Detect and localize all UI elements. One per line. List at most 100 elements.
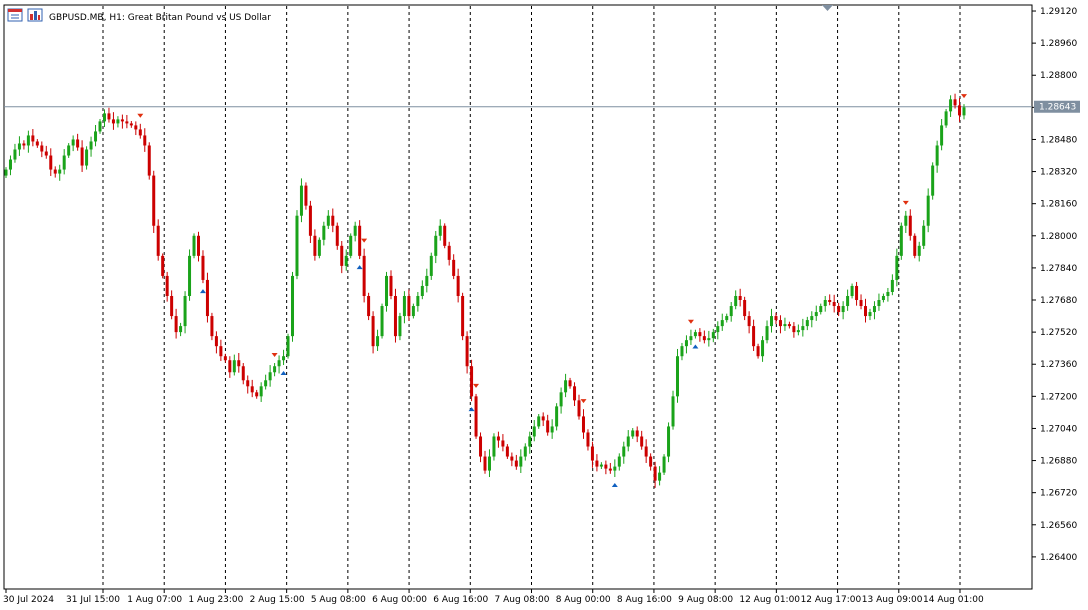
- candle[interactable]: [385, 271, 389, 312]
- candle[interactable]: [555, 403, 559, 431]
- candle[interactable]: [196, 231, 200, 262]
- candle[interactable]: [496, 431, 500, 448]
- candle[interactable]: [774, 312, 778, 325]
- candle[interactable]: [743, 296, 747, 321]
- candle[interactable]: [331, 208, 335, 233]
- candle[interactable]: [550, 419, 554, 439]
- candle[interactable]: [322, 221, 326, 246]
- candle[interactable]: [796, 324, 800, 336]
- candle[interactable]: [201, 250, 205, 284]
- candle[interactable]: [340, 241, 344, 274]
- candle[interactable]: [895, 248, 899, 287]
- candle[interactable]: [85, 146, 89, 170]
- candle[interactable]: [720, 313, 724, 331]
- time-axis[interactable]: 30 Jul 2024 31 Jul 15:00 1 Aug 07:00 1 Aug …: [3, 589, 984, 605]
- candle[interactable]: [465, 331, 469, 374]
- candle[interactable]: [837, 302, 841, 317]
- candle[interactable]: [479, 432, 483, 463]
- candle[interactable]: [183, 291, 187, 334]
- candle[interactable]: [228, 356, 232, 378]
- candle[interactable]: [658, 466, 662, 486]
- candle[interactable]: [890, 274, 894, 296]
- candle[interactable]: [514, 454, 518, 470]
- candle[interactable]: [528, 431, 532, 454]
- candle[interactable]: [188, 249, 192, 301]
- candle[interactable]: [411, 303, 415, 319]
- candle[interactable]: [44, 145, 48, 159]
- candle[interactable]: [120, 114, 124, 129]
- candle[interactable]: [761, 336, 765, 362]
- candle[interactable]: [447, 241, 451, 266]
- candle[interactable]: [640, 430, 644, 450]
- candle[interactable]: [832, 294, 836, 313]
- candle[interactable]: [470, 359, 474, 402]
- candle[interactable]: [680, 342, 684, 361]
- candle[interactable]: [590, 441, 594, 468]
- candle[interactable]: [98, 118, 102, 134]
- candle[interactable]: [859, 294, 863, 310]
- candle[interactable]: [438, 219, 442, 241]
- candle[interactable]: [953, 93, 957, 109]
- candle[interactable]: [501, 434, 505, 452]
- candle[interactable]: [644, 439, 648, 463]
- candle[interactable]: [31, 129, 35, 147]
- candle[interactable]: [604, 460, 608, 475]
- candle[interactable]: [568, 377, 572, 389]
- candle[interactable]: [671, 390, 675, 430]
- candle[interactable]: [613, 459, 617, 478]
- candle[interactable]: [626, 430, 630, 452]
- candle[interactable]: [291, 271, 295, 342]
- candle[interactable]: [635, 426, 639, 443]
- candle[interactable]: [962, 104, 966, 120]
- candle[interactable]: [752, 319, 756, 351]
- candle[interactable]: [210, 312, 214, 341]
- candle[interactable]: [152, 170, 156, 233]
- candle[interactable]: [125, 114, 129, 129]
- candle[interactable]: [931, 162, 935, 200]
- candle[interactable]: [917, 241, 921, 262]
- candle[interactable]: [940, 118, 944, 151]
- candle[interactable]: [537, 414, 541, 429]
- candle[interactable]: [958, 98, 962, 122]
- price-table-icon[interactable]: [7, 8, 23, 22]
- candle[interactable]: [26, 130, 30, 153]
- candle[interactable]: [783, 317, 787, 331]
- candle[interactable]: [353, 221, 357, 242]
- candle[interactable]: [94, 125, 98, 147]
- candle[interactable]: [899, 222, 903, 260]
- candle[interactable]: [850, 283, 854, 299]
- candle[interactable]: [71, 135, 75, 152]
- candle[interactable]: [819, 303, 823, 315]
- candle[interactable]: [170, 290, 174, 320]
- candle[interactable]: [255, 389, 259, 399]
- candle[interactable]: [179, 322, 183, 337]
- candle[interactable]: [519, 449, 523, 474]
- candle[interactable]: [299, 178, 303, 223]
- candle[interactable]: [214, 331, 218, 354]
- candle[interactable]: [259, 382, 263, 402]
- price-axis[interactable]: 1.291201.289601.288001.286401.284801.283…: [1032, 7, 1080, 563]
- candle[interactable]: [264, 374, 268, 390]
- candle[interactable]: [147, 142, 151, 180]
- candle[interactable]: [250, 379, 254, 398]
- candle[interactable]: [40, 141, 44, 158]
- candle[interactable]: [452, 254, 456, 280]
- candle[interactable]: [649, 453, 653, 471]
- candle[interactable]: [156, 219, 160, 261]
- candle[interactable]: [407, 289, 411, 321]
- candle[interactable]: [367, 292, 371, 321]
- candle[interactable]: [877, 293, 881, 311]
- candle[interactable]: [725, 313, 729, 323]
- candle[interactable]: [559, 387, 563, 414]
- candle[interactable]: [487, 449, 491, 478]
- candle[interactable]: [667, 422, 671, 463]
- candle[interactable]: [8, 155, 12, 176]
- candle[interactable]: [111, 112, 115, 130]
- candle[interactable]: [134, 121, 138, 136]
- candle[interactable]: [443, 223, 447, 249]
- candle[interactable]: [908, 209, 912, 241]
- candle[interactable]: [237, 352, 241, 373]
- candle[interactable]: [684, 335, 688, 354]
- candle[interactable]: [295, 210, 299, 280]
- candle[interactable]: [510, 452, 514, 467]
